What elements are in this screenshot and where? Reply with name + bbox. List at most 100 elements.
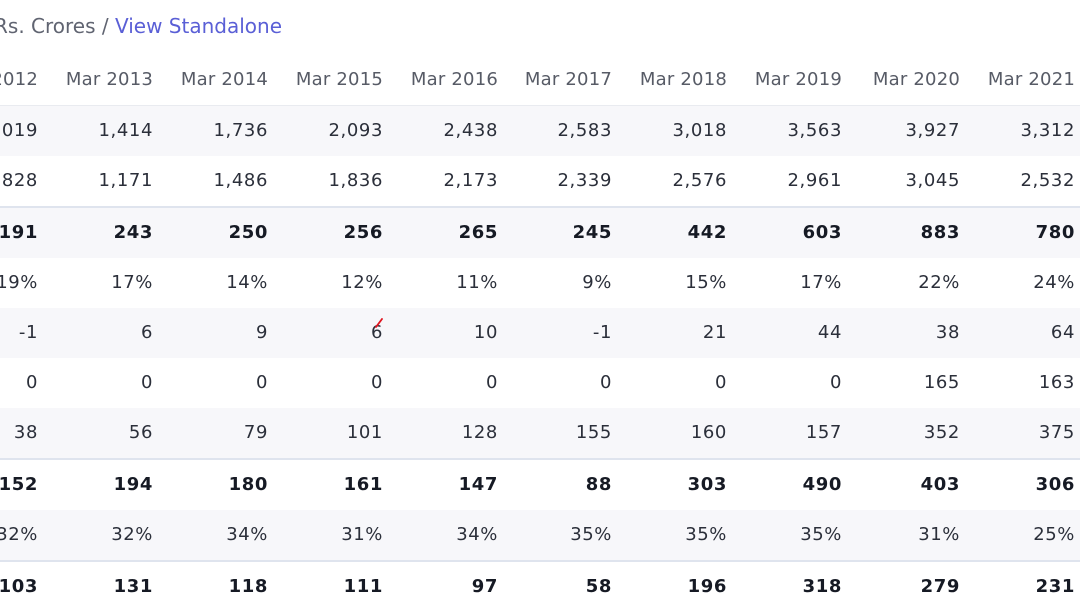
table-cell: 2,438 bbox=[443, 120, 498, 141]
table-row: 38 56 79 101 128 155 160 157 352 375 bbox=[0, 408, 1080, 458]
table-cell: 250 bbox=[228, 222, 268, 243]
table-header-row: Mar 2012 Mar 2013 Mar 2014 Mar 2015 Mar 2016… bbox=[0, 55, 1080, 106]
table-cell: 231 bbox=[1035, 576, 1075, 597]
table-cell: 32% bbox=[0, 524, 38, 545]
table-cell: 131 bbox=[113, 576, 153, 597]
table-row: 152 194 180 161 147 88 303 490 403 306 bbox=[0, 458, 1080, 510]
table-cell: 883 bbox=[920, 222, 960, 243]
table-cell: 9 bbox=[255, 322, 268, 343]
unit-label: Rs. Crores bbox=[0, 14, 96, 38]
table-cell: 0 bbox=[370, 372, 383, 393]
table-cell: 490 bbox=[802, 474, 842, 495]
breadcrumb: Rs. Crores / View Standalone bbox=[0, 12, 282, 40]
table-cell: 152 bbox=[0, 474, 38, 495]
column-header[interactable]: Mar 2016 bbox=[410, 69, 498, 90]
table-cell: -1 bbox=[592, 322, 612, 343]
table-cell: 160 bbox=[690, 422, 727, 443]
table-cell: -1 bbox=[18, 322, 38, 343]
table-cell: 12% bbox=[341, 272, 383, 293]
table-cell: 1,736 bbox=[213, 120, 268, 141]
table-cell: 128 bbox=[461, 422, 498, 443]
table-cell: 194 bbox=[113, 474, 153, 495]
table-cell: 1,486 bbox=[213, 170, 268, 191]
table-cell: 243 bbox=[113, 222, 153, 243]
table-cell: 0 bbox=[25, 372, 38, 393]
table-cell: 603 bbox=[802, 222, 842, 243]
column-header[interactable]: Mar 2020 bbox=[872, 69, 960, 90]
table-cell: 19% bbox=[0, 272, 38, 293]
table-cell: 180 bbox=[228, 474, 268, 495]
table-cell: 0 bbox=[140, 372, 153, 393]
table-cell: 103 bbox=[0, 576, 38, 597]
table-cell: 165 bbox=[923, 372, 960, 393]
table-cell: 155 bbox=[575, 422, 612, 443]
table-cell: 0 bbox=[714, 372, 727, 393]
table-cell: 88 bbox=[585, 474, 612, 495]
table-cell: 3,045 bbox=[905, 170, 960, 191]
table-cell: 2,093 bbox=[328, 120, 383, 141]
table-cell: 38 bbox=[935, 322, 960, 343]
table-cell: 118 bbox=[228, 576, 268, 597]
table-cell: 24% bbox=[1033, 272, 1075, 293]
table-cell: 44 bbox=[817, 322, 842, 343]
table-cell: 828 bbox=[1, 170, 38, 191]
table-row: 1,019 1,414 1,736 2,093 2,438 2,583 3,018 3,563… bbox=[0, 106, 1080, 156]
table-cell: 6 bbox=[140, 322, 153, 343]
column-header[interactable]: Mar 2021 bbox=[987, 69, 1075, 90]
table-cell: 0 bbox=[829, 372, 842, 393]
table-cell: 352 bbox=[923, 422, 960, 443]
table-cell: 58 bbox=[585, 576, 612, 597]
breadcrumb-separator: / bbox=[95, 14, 115, 38]
table-cell: 2,532 bbox=[1020, 170, 1075, 191]
table-cell: 111 bbox=[343, 576, 383, 597]
table-cell: 21 bbox=[702, 322, 727, 343]
table-cell: 375 bbox=[1038, 422, 1075, 443]
table-cell: 31% bbox=[341, 524, 383, 545]
column-header[interactable]: Mar 2014 bbox=[180, 69, 268, 90]
table-cell: 34% bbox=[226, 524, 268, 545]
table-cell: 2,173 bbox=[443, 170, 498, 191]
table-cell: 318 bbox=[802, 576, 842, 597]
table-cell: 31% bbox=[918, 524, 960, 545]
column-header[interactable]: Mar 2019 bbox=[754, 69, 842, 90]
table-cell: 256 bbox=[343, 222, 383, 243]
table-cell: 10 bbox=[473, 322, 498, 343]
table-cell: 9% bbox=[582, 272, 612, 293]
table-cell: 0 bbox=[599, 372, 612, 393]
table-cell: 17% bbox=[111, 272, 153, 293]
table-cell: 1,019 bbox=[0, 120, 38, 141]
column-header[interactable]: Mar 2015 bbox=[295, 69, 383, 90]
table-cell: 245 bbox=[572, 222, 612, 243]
table-row: 19% 17% 14% 12% 11% 9% 15% 17% 22% 24% bbox=[0, 258, 1080, 308]
table-cell: 101 bbox=[346, 422, 383, 443]
table-cell: 35% bbox=[685, 524, 727, 545]
column-header[interactable]: Mar 2013 bbox=[65, 69, 153, 90]
table-cell: 403 bbox=[920, 474, 960, 495]
table-cell: 25% bbox=[1033, 524, 1075, 545]
table-cell: 6 bbox=[370, 322, 383, 343]
table-cell: 34% bbox=[456, 524, 498, 545]
table-cell: 3,927 bbox=[905, 120, 960, 141]
table-cell: 35% bbox=[800, 524, 842, 545]
table-cell: 32% bbox=[111, 524, 153, 545]
financials-table: Mar 2012 Mar 2013 Mar 2014 Mar 2015 Mar 2016… bbox=[0, 55, 1080, 612]
table-cell: 279 bbox=[920, 576, 960, 597]
view-standalone-link[interactable]: View Standalone bbox=[114, 14, 282, 38]
table-cell: 0 bbox=[485, 372, 498, 393]
table-cell: 1,836 bbox=[328, 170, 383, 191]
table-cell: 35% bbox=[570, 524, 612, 545]
table-cell: 306 bbox=[1035, 474, 1075, 495]
table-row: -1 6 9 6 10 -1 21 44 38 64 bbox=[0, 308, 1080, 358]
table-cell: 2,339 bbox=[557, 170, 612, 191]
table-cell: 0 bbox=[255, 372, 268, 393]
table-cell: 56 bbox=[128, 422, 153, 443]
table-cell: 79 bbox=[243, 422, 268, 443]
column-header[interactable]: Mar 2012 bbox=[0, 69, 38, 90]
column-header[interactable]: Mar 2017 bbox=[524, 69, 612, 90]
table-cell: 3,563 bbox=[787, 120, 842, 141]
table-cell: 38 bbox=[13, 422, 38, 443]
table-row: 828 1,171 1,486 1,836 2,173 2,339 2,576 2,961 3,… bbox=[0, 156, 1080, 206]
column-header[interactable]: Mar 2018 bbox=[639, 69, 727, 90]
table-cell: 1,171 bbox=[98, 170, 153, 191]
